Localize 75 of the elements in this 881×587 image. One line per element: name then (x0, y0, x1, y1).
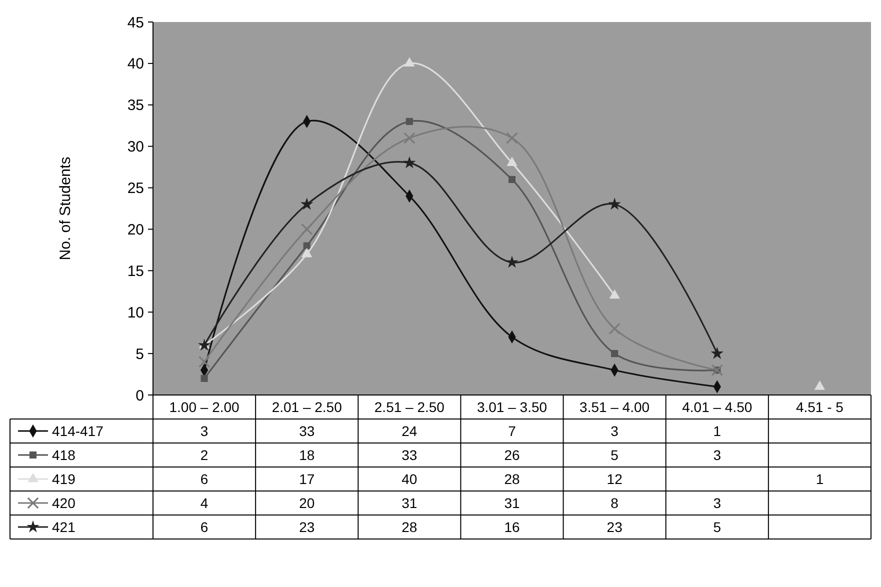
x-tick-label: 3.51 – 4.00 (580, 398, 650, 415)
data-label: 8 (610, 494, 619, 511)
data-label: 26 (504, 446, 520, 463)
data-label: 3 (610, 422, 619, 439)
point (406, 118, 413, 125)
data-label: 16 (504, 518, 520, 535)
x-tick-label: 4.01 – 4.50 (682, 398, 752, 415)
data-label: 33 (299, 422, 315, 439)
data-label: 3 (713, 494, 722, 511)
x-tick-label: 2.51 – 2.50 (374, 398, 445, 415)
data-label: 24 (402, 422, 418, 439)
data-label: 23 (606, 518, 623, 535)
data-label: 7 (508, 422, 516, 439)
y-tick-label: 10 (127, 304, 144, 322)
point (301, 248, 312, 258)
data-label: 3 (713, 446, 722, 463)
data-label: 6 (200, 470, 208, 487)
point (710, 346, 724, 359)
point (506, 256, 518, 268)
y-tick-label: 15 (127, 262, 144, 280)
y-tick-label: 45 (127, 14, 144, 32)
point (508, 176, 516, 184)
data-label: 17 (299, 470, 315, 487)
data-label: 31 (402, 494, 418, 511)
data-label: 2 (200, 446, 208, 463)
y-tick-label: 5 (136, 346, 144, 363)
data-label: 1 (816, 470, 824, 487)
data-label: 18 (299, 446, 315, 463)
y-tick-label: 25 (127, 180, 144, 198)
point (200, 374, 208, 382)
point (404, 132, 416, 144)
point (198, 338, 211, 351)
x-tick-label: 1.00 – 2.00 (169, 398, 240, 415)
point (611, 350, 618, 358)
data-label: 28 (504, 470, 520, 487)
data-label: 4 (200, 494, 208, 511)
legend-label: 420 (52, 494, 76, 511)
point (608, 322, 620, 335)
y-axis-title: No. of Students (57, 156, 74, 260)
x-tick-label: 3.01 – 3.50 (476, 398, 548, 415)
data-label: 28 (402, 518, 418, 535)
point (711, 364, 724, 376)
point (506, 132, 518, 144)
y-tick-label: 35 (127, 97, 144, 114)
data-label: 6 (200, 518, 208, 535)
y-tick-label: 20 (127, 221, 144, 238)
point (300, 198, 314, 210)
y-tick-label: 0 (136, 387, 144, 404)
data-label: 5 (610, 446, 619, 463)
y-tick-label: 30 (127, 138, 144, 156)
point (303, 242, 310, 250)
x-tick-label: 4.51 - 5 (796, 398, 844, 415)
point (814, 380, 826, 390)
point (404, 57, 415, 67)
data-label: 3 (200, 422, 208, 439)
data-label: 23 (299, 518, 315, 535)
data-label: 12 (606, 470, 623, 487)
point (608, 198, 621, 210)
point (403, 156, 416, 168)
y-tick-label: 40 (127, 56, 144, 73)
data-label: 1 (713, 422, 722, 439)
data-label: 20 (299, 494, 315, 511)
data-label: 5 (713, 518, 722, 535)
legend-label: 419 (52, 470, 76, 487)
x-tick-label: 2.01 – 2.50 (272, 398, 342, 415)
data-label: 40 (402, 470, 418, 487)
legend-label: 418 (52, 446, 76, 463)
legend-label: 421 (52, 518, 76, 535)
point (300, 223, 313, 236)
point (506, 156, 518, 166)
point (609, 289, 620, 299)
data-label: 31 (504, 494, 520, 511)
data-label: 33 (402, 446, 418, 463)
legend-label: 414-417 (52, 422, 104, 439)
point (198, 356, 210, 368)
